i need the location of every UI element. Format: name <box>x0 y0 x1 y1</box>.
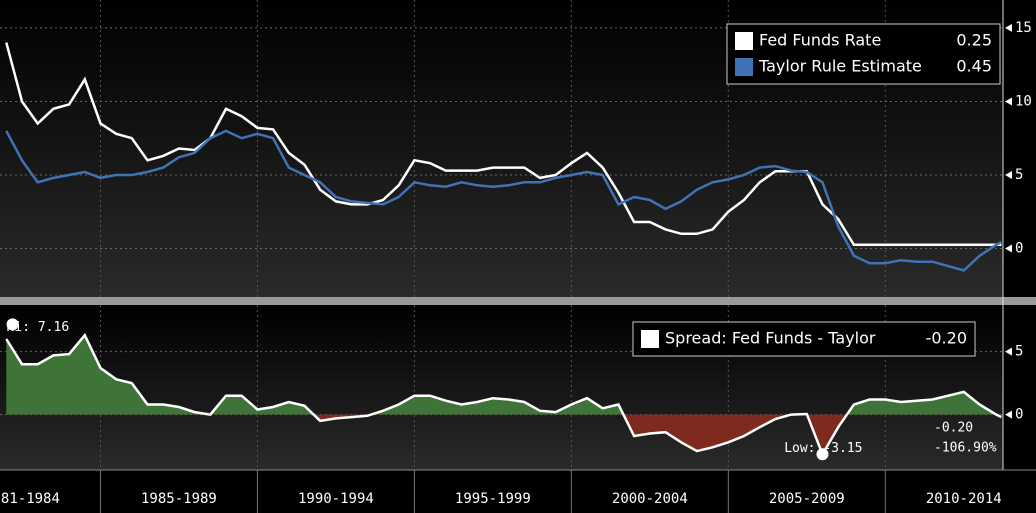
y-tick-label: 0 <box>1015 240 1023 256</box>
legend-box <box>726 23 1001 85</box>
y-tick <box>1005 23 1012 32</box>
y-tick <box>1005 347 1012 356</box>
y-tick-label: 5 <box>1015 167 1023 183</box>
series-line <box>5 332 1002 458</box>
legend-value: -0.20 <box>926 329 967 348</box>
legend-value: 0.45 <box>956 57 992 76</box>
y-tick-label: 10 <box>1015 93 1032 109</box>
x-period-label: 1985-1989 <box>141 491 217 507</box>
last-value-label: -0.20 <box>934 421 973 436</box>
legend-swatch <box>641 330 659 348</box>
annotation-marker <box>816 448 829 461</box>
y-tick-label: 0 <box>1015 407 1023 423</box>
legend-label: Taylor Rule Estimate <box>758 57 922 76</box>
series-line <box>5 129 1003 272</box>
y-tick <box>1005 244 1012 253</box>
y-tick-label: 15 <box>1015 20 1032 36</box>
series-line <box>5 42 1002 247</box>
legend-label: Spread: Fed Funds - Taylor <box>665 329 876 348</box>
x-period-label: 2005-2009 <box>769 491 845 507</box>
change-label: -106.90% <box>934 441 997 456</box>
y-tick-label: 5 <box>1015 344 1023 360</box>
legend-swatch <box>735 58 753 76</box>
legend-value: 0.25 <box>956 31 992 50</box>
x-period-label: 1990-1994 <box>298 491 374 507</box>
y-tick <box>1005 97 1012 106</box>
annotation-label: Hi: 7.16 <box>7 320 70 335</box>
x-period-label: 1995-1999 <box>455 491 531 507</box>
x-period-label: 1981-1984 <box>0 491 60 507</box>
area-positive <box>6 335 1002 415</box>
legend-box <box>632 321 976 357</box>
y-tick <box>1005 410 1012 419</box>
annotation-marker <box>6 318 19 331</box>
panel-divider <box>0 297 1036 305</box>
y-tick <box>1005 170 1012 179</box>
legend-label: Fed Funds Rate <box>759 31 881 50</box>
x-period-label: 2010-2014 <box>926 491 1002 507</box>
annotation-label: Low: -3.15 <box>784 441 862 456</box>
legend-swatch <box>735 32 753 50</box>
x-period-label: 2000-2004 <box>612 491 688 507</box>
